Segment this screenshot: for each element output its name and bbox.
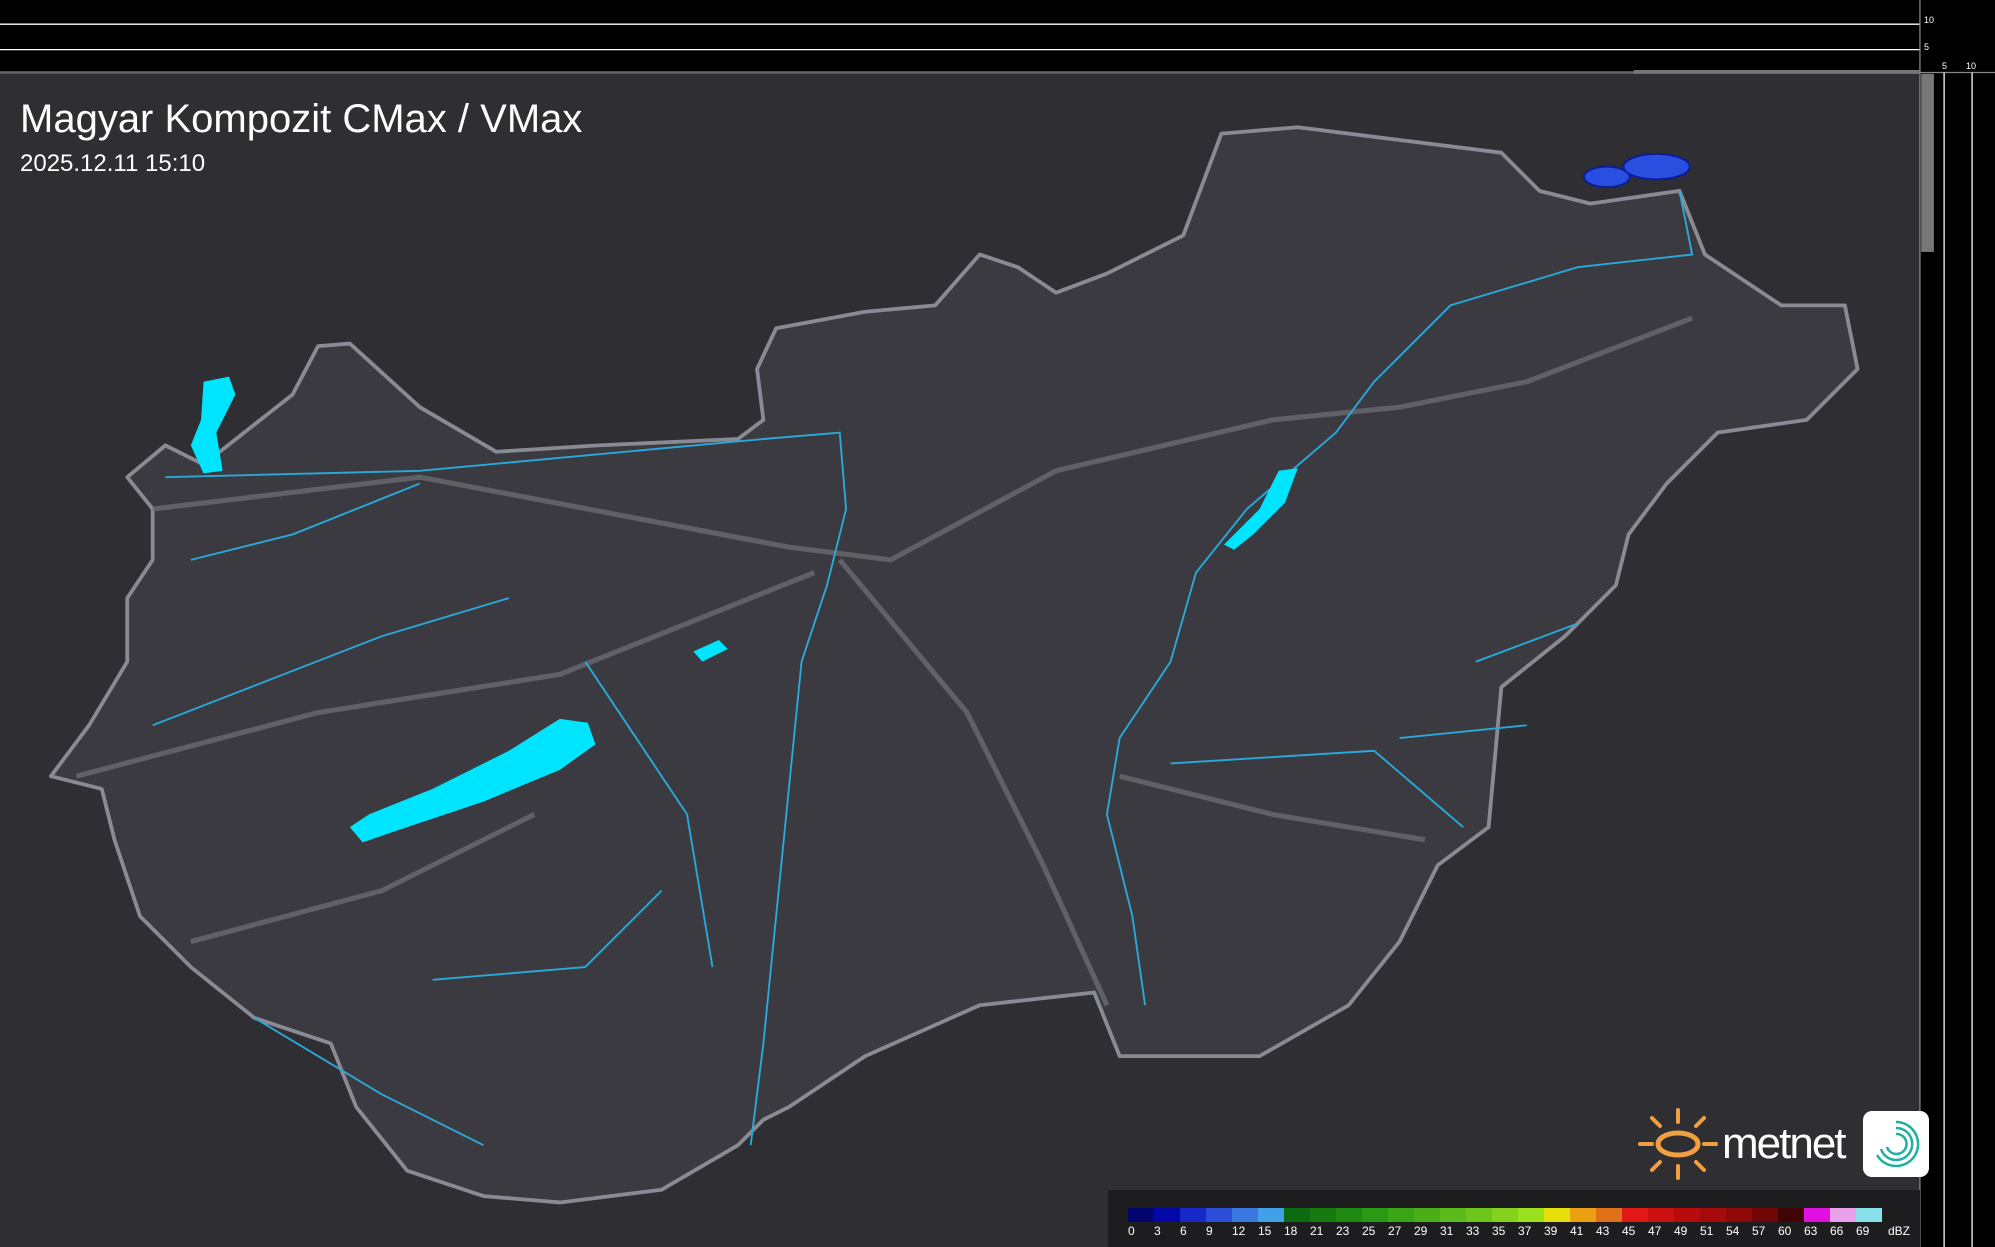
scale-label: 0 [1128, 1224, 1135, 1238]
scale-label: 51 [1700, 1224, 1714, 1238]
color-cell [1466, 1208, 1492, 1222]
scale-label: 6 [1180, 1224, 1187, 1238]
scale-label: 12 [1232, 1224, 1246, 1238]
horizontal-profile [1633, 69, 1920, 74]
color-scale [1128, 1208, 1882, 1222]
color-cell [1414, 1208, 1440, 1222]
scale-label: 60 [1778, 1224, 1792, 1238]
lakes [190, 376, 1298, 843]
color-cell [1128, 1208, 1154, 1222]
scale-label: 39 [1544, 1224, 1558, 1238]
color-cell [1336, 1208, 1362, 1222]
roads [75, 315, 1694, 1007]
dbz-legend: 0 3 6 9 12 15 18 21 23 25 27 29 31 33 35 37 39 41 43 45 47 49… [1108, 1190, 1920, 1247]
color-cell [1700, 1208, 1726, 1222]
color-cell [1778, 1208, 1804, 1222]
scale-label: 10 [1924, 15, 1935, 25]
swirl-icon [1862, 1111, 1929, 1177]
metnet-logo: metnet [1638, 1106, 1929, 1182]
scale-label: 41 [1570, 1224, 1584, 1238]
scale-label: 35 [1492, 1224, 1506, 1238]
scale-label: 57 [1752, 1224, 1766, 1238]
color-cell [1804, 1208, 1830, 1222]
scale-label: 9 [1206, 1224, 1213, 1238]
color-cell [1830, 1208, 1856, 1222]
sun-icon [1638, 1108, 1718, 1180]
logo-text: metnet [1722, 1119, 1847, 1168]
color-cell [1674, 1208, 1700, 1222]
scale-label: 47 [1648, 1224, 1662, 1238]
color-cell [1284, 1208, 1310, 1222]
scale-label: 21 [1310, 1224, 1324, 1238]
scale-label: 45 [1622, 1224, 1636, 1238]
map-title: Magyar Kompozit CMax / VMax [20, 97, 583, 141]
scale-label: 5 [1924, 42, 1930, 52]
color-cell [1596, 1208, 1622, 1222]
scale-label: 69 [1856, 1224, 1870, 1238]
color-cell [1232, 1208, 1258, 1222]
scale-label: 3 [1154, 1224, 1161, 1238]
color-cell [1258, 1208, 1284, 1222]
scale-label: 43 [1596, 1224, 1610, 1238]
color-cell [1622, 1208, 1648, 1222]
color-cell [1206, 1208, 1232, 1222]
scale-label: 63 [1804, 1224, 1818, 1238]
color-cell [1648, 1208, 1674, 1222]
scale-label: 10 [1966, 61, 1977, 71]
scale-label: 37 [1518, 1224, 1532, 1238]
scale-labels: 0 3 6 9 12 15 18 21 23 25 27 29 31 33 35 37 39 41 43 45 47 49… [1128, 1224, 1882, 1238]
lake-balaton [349, 718, 596, 843]
scale-label: 33 [1466, 1224, 1480, 1238]
color-cell [1310, 1208, 1336, 1222]
color-cell [1154, 1208, 1180, 1222]
color-cell [1518, 1208, 1544, 1222]
hungary-outline [48, 125, 1860, 1205]
scale-label: 27 [1388, 1224, 1402, 1238]
color-cell [1492, 1208, 1518, 1222]
map-timestamp: 2025.12.11 15:10 [20, 150, 206, 177]
color-cell [1180, 1208, 1206, 1222]
color-cell [1388, 1208, 1414, 1222]
scale-label: 31 [1440, 1224, 1454, 1238]
scale-label: 29 [1414, 1224, 1428, 1238]
radar-echoes [1583, 153, 1691, 189]
color-cell [1570, 1208, 1596, 1222]
color-cell [1544, 1208, 1570, 1222]
danube [165, 431, 848, 1146]
color-cell [1362, 1208, 1388, 1222]
scale-label: 49 [1674, 1224, 1688, 1238]
scale-label: 5 [1942, 61, 1948, 71]
rivers [152, 190, 1694, 1147]
scale-label: 15 [1258, 1224, 1272, 1238]
scale-label: 54 [1726, 1224, 1740, 1238]
scale-label: 18 [1284, 1224, 1298, 1238]
lake-neusiedl [190, 376, 236, 474]
vertical-profile [1921, 73, 1934, 252]
scale-label: 25 [1362, 1224, 1376, 1238]
unit-label: dBZ [1888, 1224, 1911, 1238]
lake-velence [693, 640, 728, 662]
lake-tisza [1223, 468, 1298, 550]
scale-label: 66 [1830, 1224, 1844, 1238]
color-cell [1440, 1208, 1466, 1222]
color-cell [1726, 1208, 1752, 1222]
scale-label: 23 [1336, 1224, 1350, 1238]
color-cell [1856, 1208, 1882, 1222]
color-cell [1752, 1208, 1778, 1222]
tisza [1105, 190, 1694, 1006]
